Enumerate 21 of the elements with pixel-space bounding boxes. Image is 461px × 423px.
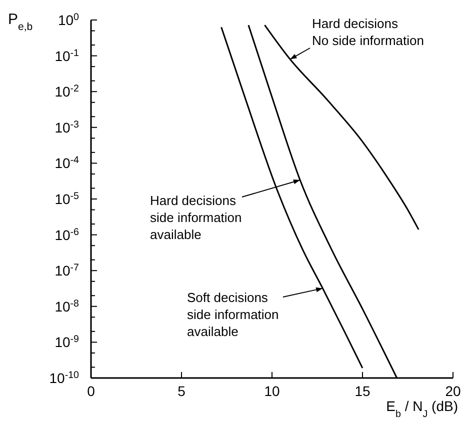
y-tick-label: 10$^{0}$ xyxy=(58,12,80,28)
y-tick-label: 10$^{-2}$ xyxy=(54,83,79,100)
x-tick-label: 20 xyxy=(445,383,461,399)
x-tick-label: 5 xyxy=(178,383,186,399)
y-tick-label: 10$^{-4}$ xyxy=(54,154,80,172)
x-tick-label: 15 xyxy=(354,383,370,399)
annotation: Hard decisions No side information xyxy=(312,16,424,48)
y-axis-title: P$_{e,b}$ xyxy=(8,11,33,33)
x-tick-label: 10 xyxy=(264,383,280,399)
y-tick-label: 10$^{-7}$ xyxy=(54,262,79,279)
y-tick-label: 10$^{-8}$ xyxy=(54,298,80,314)
y-tick-label: 10$^{-6}$ xyxy=(54,226,80,243)
y-tick-label: 10$^{-9}$ xyxy=(54,334,79,350)
y-tick-label: 10$^{-1}$ xyxy=(54,47,79,64)
y-tick-label: 10$^{-10}$ xyxy=(49,370,80,386)
annotation: Soft decisions side information available xyxy=(187,290,279,339)
y-tick-label: 10$^{-3}$ xyxy=(54,118,80,136)
annotation: Hard decisions side information available xyxy=(150,193,242,242)
x-axis-title: E$_{b}$ / N$_{J}$ (dB) xyxy=(386,398,458,420)
x-tick-label: 0 xyxy=(87,383,96,399)
y-tick-label: 10$^{-5}$ xyxy=(54,190,80,207)
